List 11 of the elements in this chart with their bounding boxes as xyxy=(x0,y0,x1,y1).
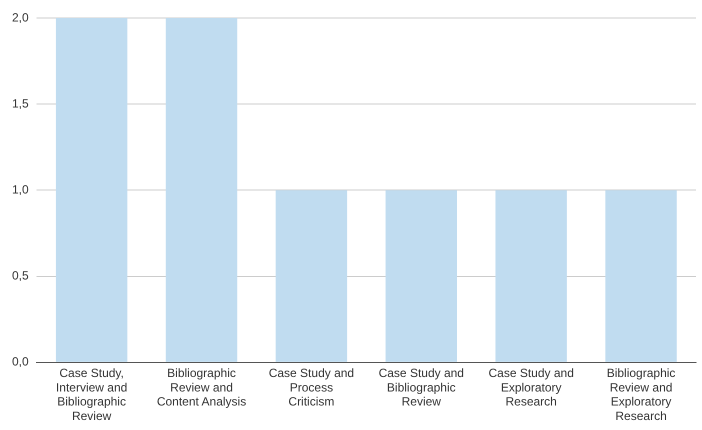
y-tick-label: 2,0 xyxy=(12,10,29,24)
x-tick-label: Case Study and Bibliographic Review xyxy=(378,366,464,409)
x-tick-label: Case Study and Process Criticism xyxy=(268,366,354,409)
y-tick-label: 0,5 xyxy=(12,268,29,283)
x-tick-label: Case Study and Exploratory Research xyxy=(488,366,574,409)
y-tick-label: 0,0 xyxy=(12,354,29,369)
y-tick-label: 1,0 xyxy=(12,182,29,197)
x-tick-label: Bibliographic Review and Content Analysis xyxy=(156,366,246,409)
x-tick-label: Case Study, Interview and Bibliographic Review xyxy=(56,366,128,424)
x-tick-label: Bibliographic Review and Exploratory Research xyxy=(606,366,676,424)
y-tick-label: 1,5 xyxy=(12,96,29,110)
